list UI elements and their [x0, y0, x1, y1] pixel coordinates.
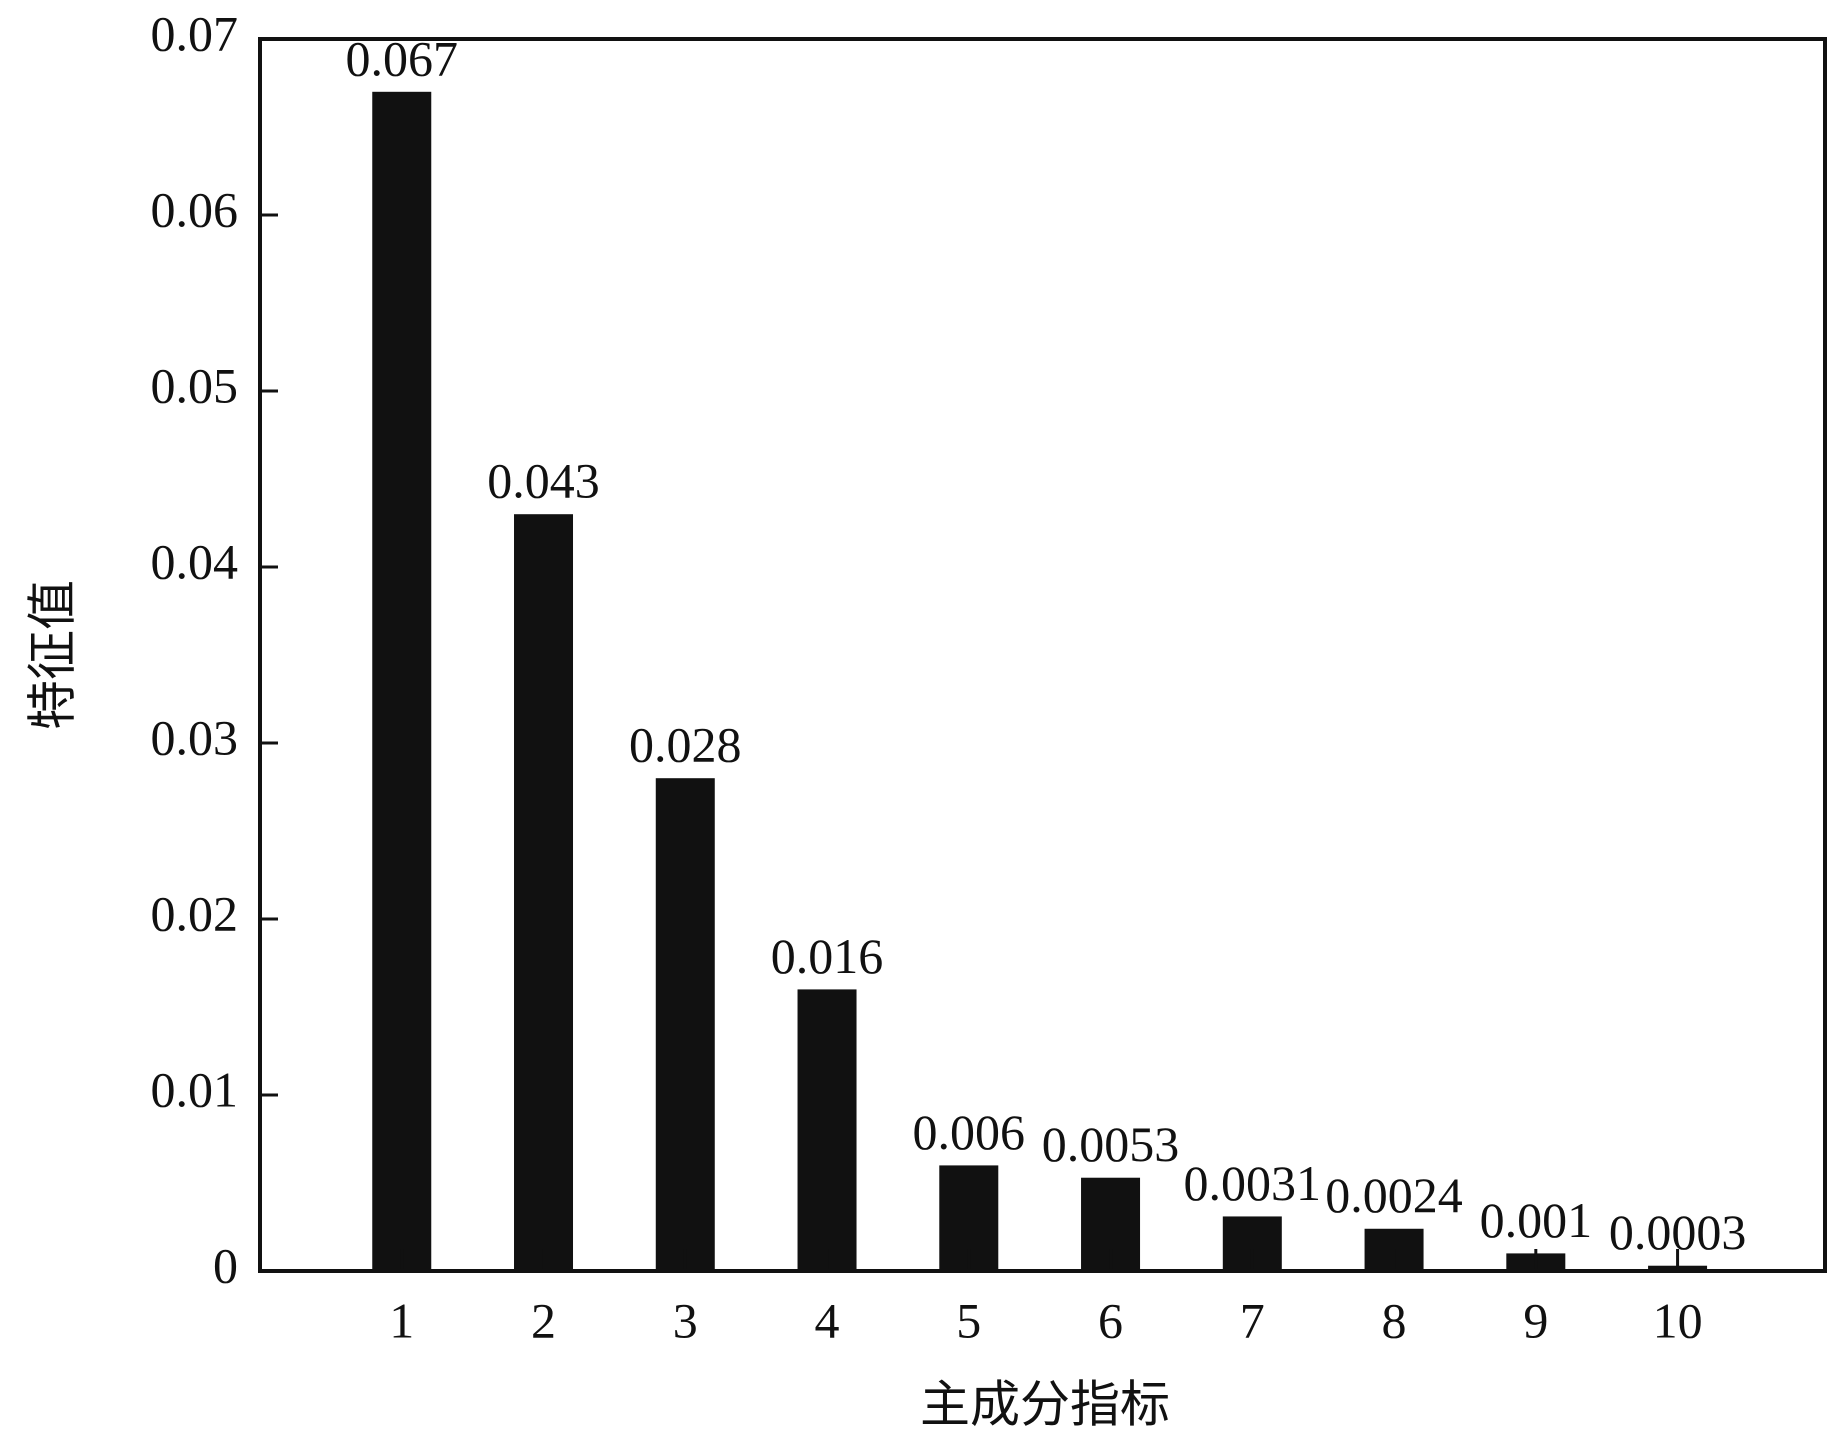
value-label: 0.028	[629, 717, 742, 773]
x-tick-label: 7	[1240, 1292, 1265, 1348]
value-label: 0.0031	[1184, 1155, 1322, 1211]
x-tick-label: 6	[1098, 1292, 1123, 1348]
y-tick-label: 0.03	[151, 709, 239, 765]
x-tick-label: 9	[1523, 1292, 1548, 1348]
y-tick-label: 0.04	[151, 533, 239, 589]
value-label: 0.001	[1480, 1192, 1593, 1248]
value-label: 0.016	[771, 928, 884, 984]
bar	[655, 778, 715, 1271]
x-tick-label: 1	[389, 1292, 414, 1348]
x-tick-label: 10	[1653, 1292, 1703, 1348]
y-tick-label: 0.01	[151, 1061, 239, 1117]
y-tick-label: 0.05	[151, 357, 239, 413]
plot-frame	[258, 37, 1827, 1273]
y-tick-label: 0.02	[151, 885, 239, 941]
bar	[514, 514, 574, 1271]
value-label: 0.043	[487, 453, 600, 509]
value-label: 0.0053	[1042, 1116, 1180, 1172]
bar	[797, 989, 857, 1271]
x-tick-label: 2	[531, 1292, 556, 1348]
y-tick-label: 0.07	[151, 5, 239, 61]
bar	[372, 91, 432, 1271]
value-label: 0.0003	[1609, 1204, 1747, 1260]
x-tick-label: 4	[815, 1292, 840, 1348]
x-tick-label: 8	[1382, 1292, 1407, 1348]
value-label: 0.0024	[1325, 1167, 1463, 1223]
x-tick-label: 3	[673, 1292, 698, 1348]
y-tick-label: 0	[213, 1237, 238, 1293]
value-label: 0.006	[913, 1104, 1026, 1160]
x-axis-title: 主成分指标	[920, 1376, 1170, 1432]
y-axis-title: 特征值	[24, 580, 80, 730]
x-tick-label: 5	[956, 1292, 981, 1348]
y-tick-label: 0.06	[151, 181, 239, 237]
